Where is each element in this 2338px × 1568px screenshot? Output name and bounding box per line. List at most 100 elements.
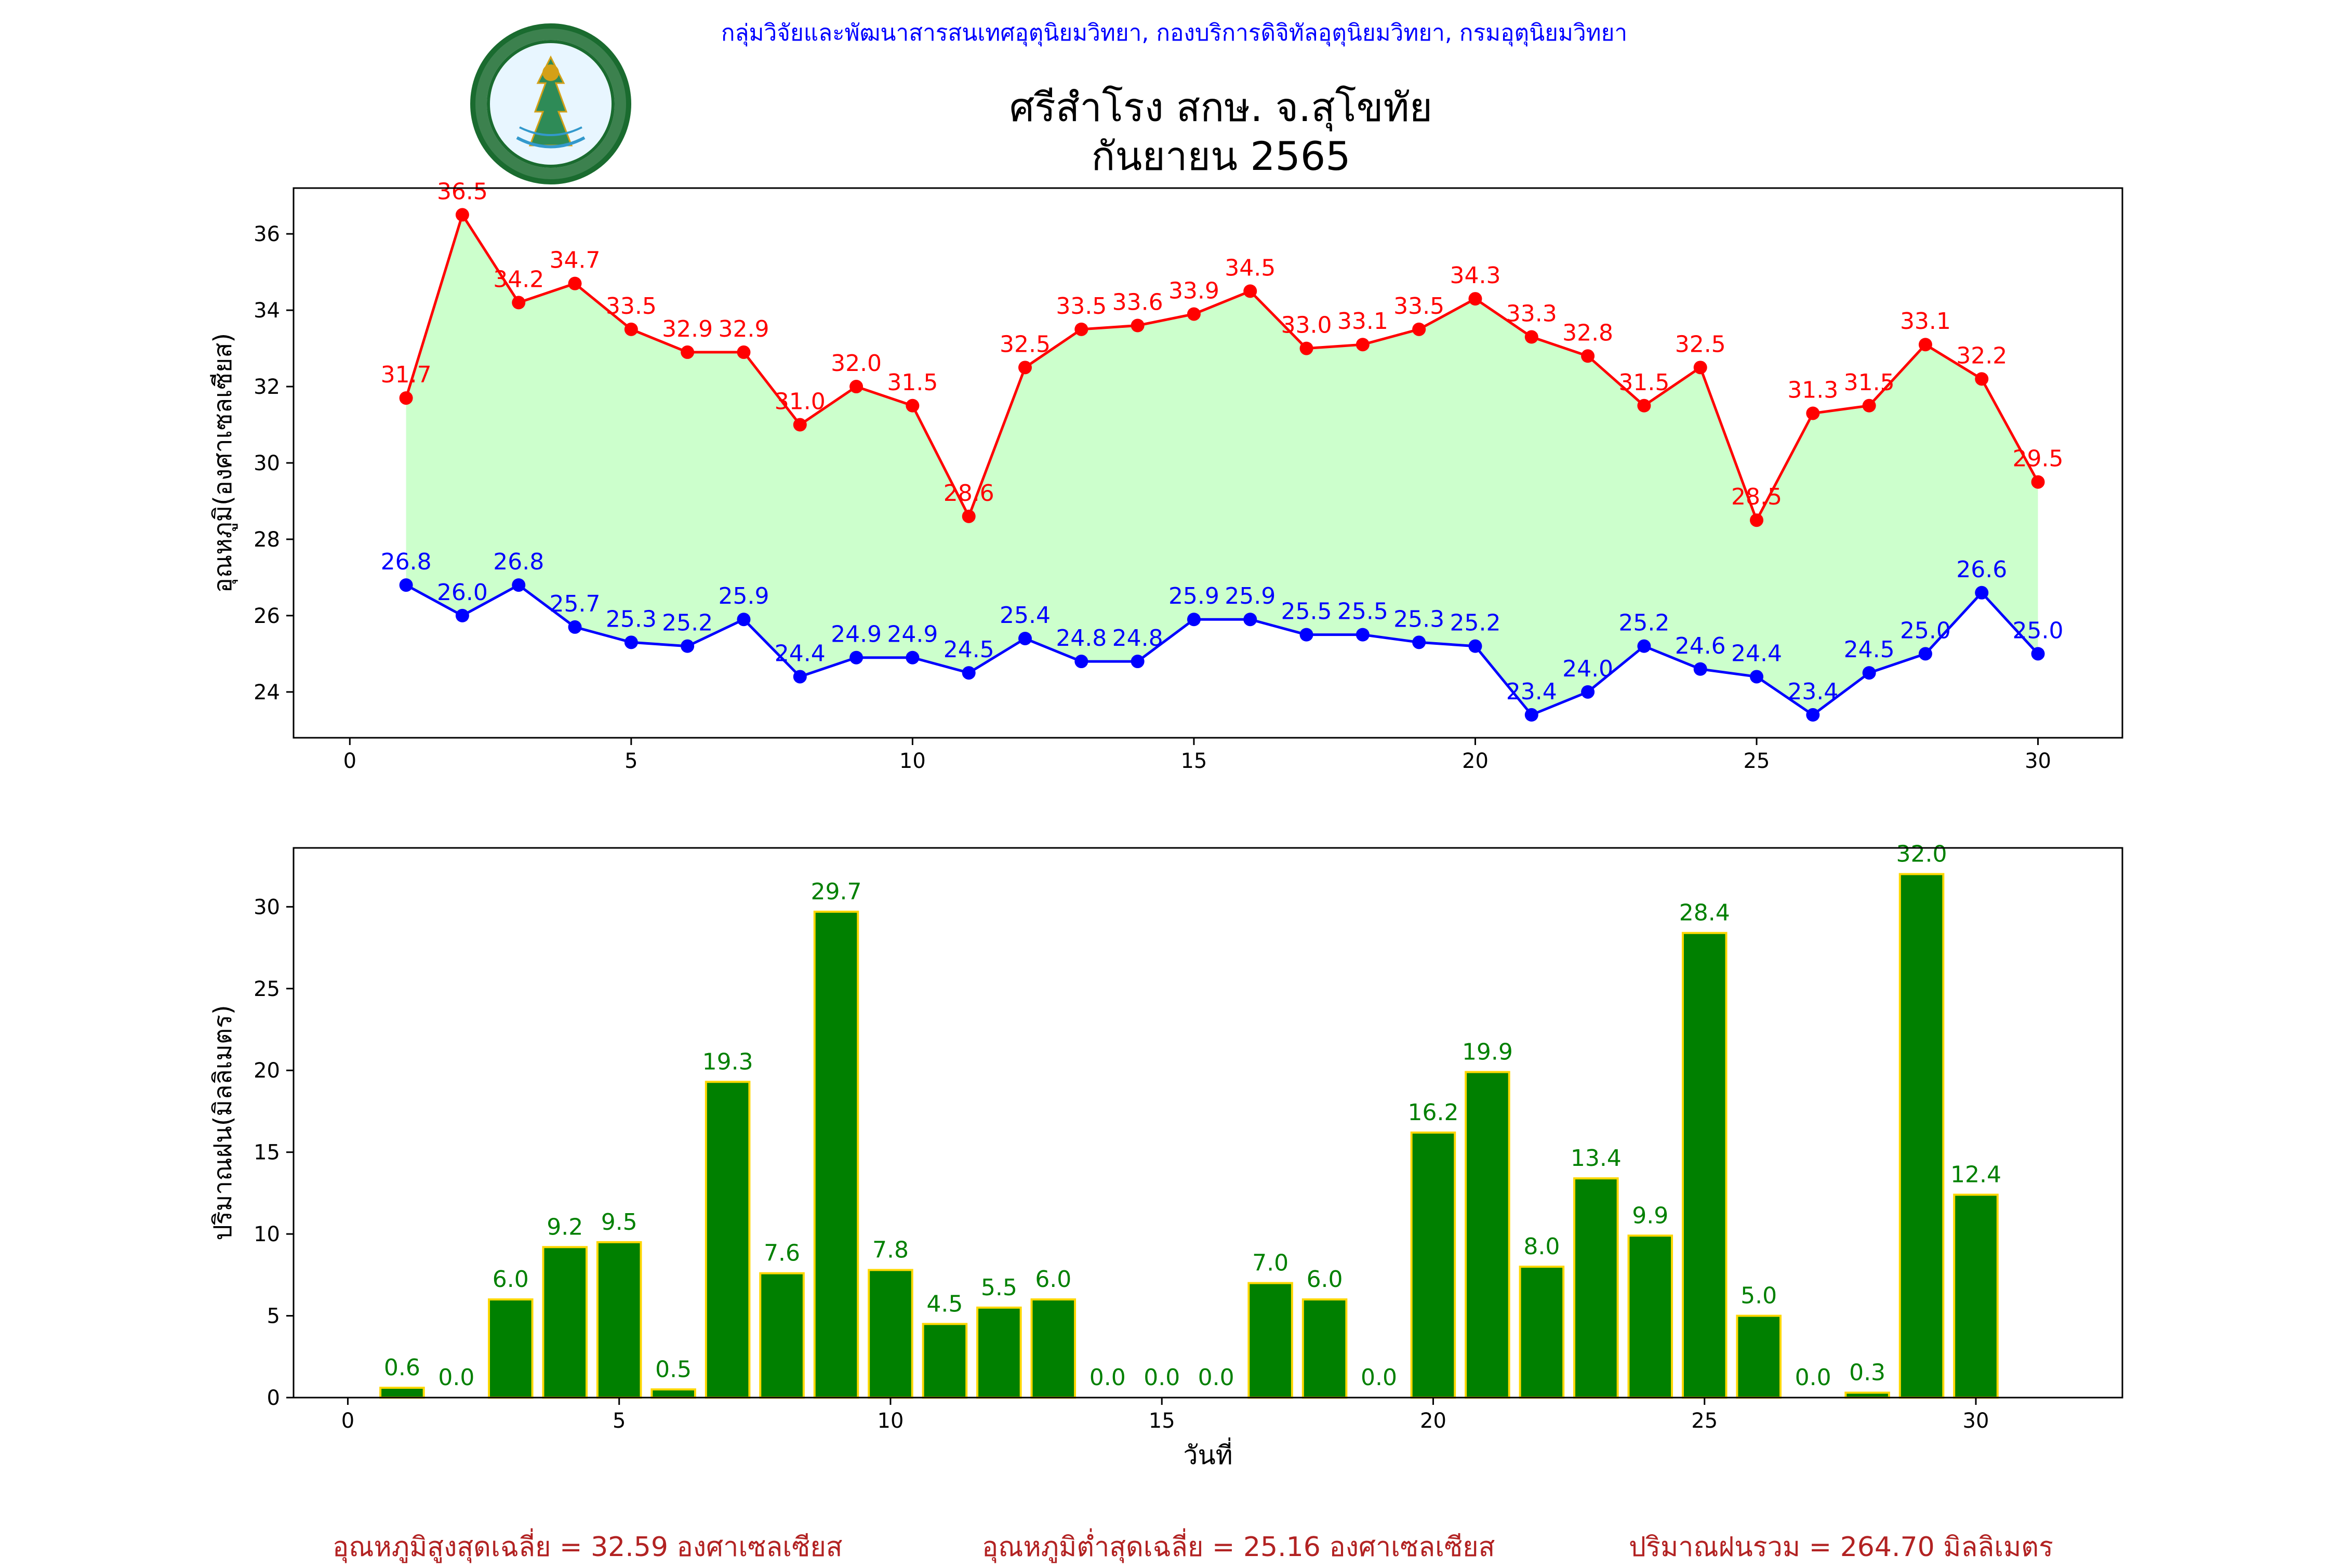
min-temperature-label: 25.9 [718,583,769,609]
min-temperature-point [1918,647,1932,661]
rainfall-chart: 0.6 0.0 6.0 9.2 9.5 0.5 19.3 7.6 29.7 7.8 4.5 5.5 6.… [208,841,2123,1470]
rainfall-bar [813,910,859,1399]
temperature-y-axis-label: อุณหภูมิ(องศาเซลเซียส) [208,333,238,593]
max-temperature-label: 34.2 [493,266,544,293]
rainfall-value-label: 0.0 [1090,1364,1126,1391]
rainfall-x-tick-label: 25 [1691,1409,1718,1433]
temperature-y-tick-label: 24 [254,681,280,705]
max-temperature-label: 33.1 [1900,308,1951,335]
max-temperature-point [1918,338,1932,352]
rainfall-value-label: 28.4 [1679,900,1730,926]
max-temperature-label: 32.8 [1562,320,1613,346]
rainfall-bar [1519,1266,1565,1399]
max-temperature-point [1581,349,1595,363]
min-temperature-point [1074,655,1088,669]
rainfall-value-label: 7.8 [872,1237,909,1263]
min-temperature-label: 24.8 [1112,625,1163,652]
rainfall-y-axis-label: ปริมาณฝน(มิลลิเมตร) [208,1005,237,1240]
rainfall-bar [1247,1282,1293,1399]
max-temperature-point [1637,398,1651,413]
header-organization: กลุ่มวิจัยและพัฒนาสารสนเทศอุตุนิยมวิทยา,… [721,20,1628,46]
max-temperature-label: 32.0 [831,350,882,377]
max-temperature-point [1356,338,1370,352]
rainfall-value-label: 29.7 [811,879,862,905]
max-temperature-label: 36.5 [437,178,488,205]
min-temperature-point [1018,631,1032,645]
min-temperature-label: 24.4 [1731,640,1782,667]
max-temperature-label: 31.3 [1787,377,1838,403]
min-temperature-label: 24.5 [1844,636,1895,663]
max-temperature-point [793,418,807,432]
temperature-y-tick-label: 32 [254,375,280,399]
min-temperature-label: 25.7 [550,591,601,617]
rainfall-value-label: 0.5 [655,1356,692,1383]
min-temperature-label: 24.9 [831,621,882,648]
rainfall-value-label: 9.5 [601,1209,637,1235]
min-temperature-point [1637,639,1651,653]
max-temperature-point [1693,361,1707,375]
rainfall-y-tick-label: 15 [254,1141,280,1165]
rainfall-x-tick-label: 30 [1963,1409,1989,1433]
max-temperature-point [1862,398,1876,413]
min-temperature-point [737,613,751,627]
min-temperature-point [793,670,807,684]
rainfall-value-label: 16.2 [1407,1099,1458,1126]
rainfall-bar [542,1246,588,1399]
max-temperature-point [1524,330,1538,344]
rainfall-value-label: 5.5 [981,1274,1017,1301]
rainfall-value-label: 0.6 [384,1354,420,1381]
max-temperature-label: 33.5 [1393,293,1444,320]
min-temperature-label: 24.0 [1562,656,1613,682]
max-temperature-point [906,398,920,413]
rainfall-bar [759,1272,805,1399]
min-temperature-label: 23.4 [1787,679,1838,705]
max-temperature-point [1187,307,1201,321]
rainfall-bar [1030,1298,1077,1399]
max-temperature-point [2031,475,2045,489]
max-temperature-point [624,322,638,336]
max-temperature-label: 28.5 [1731,484,1782,510]
rainfall-plot-frame [293,847,2123,1399]
rainfall-value-label: 0.0 [1144,1364,1180,1391]
min-temperature-label: 25.4 [1000,602,1051,629]
chart-subtitle: กันยายน 2565 [1091,133,1351,179]
rainfall-value-label: 0.0 [438,1364,474,1391]
temperature-y-tick-label: 30 [254,451,280,475]
rainfall-bar [379,1387,425,1399]
rainfall-bar [705,1081,751,1399]
meteorological-department-logo [470,23,631,184]
rainfall-bar [922,1323,968,1399]
min-temperature-label: 24.4 [775,640,826,667]
max-temperature-label: 33.5 [606,293,657,320]
rainfall-y-tick-label: 30 [254,895,280,919]
max-temperature-label: 32.2 [1956,342,2007,369]
max-temperature-point [1131,318,1145,333]
min-temperature-point [2031,647,2045,661]
rainfall-bar [596,1241,642,1399]
rainfall-value-label: 7.6 [764,1240,800,1267]
rainfall-value-label: 32.0 [1896,841,1947,867]
rainfall-bar [1681,932,1728,1399]
min-temperature-label: 25.2 [662,610,713,636]
rainfall-y-tick-label: 20 [254,1059,280,1083]
max-temperature-point [1806,406,1820,420]
min-temperature-label: 24.6 [1675,633,1726,659]
temperature-y-tick-label: 36 [254,222,280,246]
temperature-x-tick-label: 0 [343,749,356,773]
max-temperature-point [737,345,751,359]
rainfall-bar [1410,1131,1456,1399]
max-temperature-point [962,509,976,523]
rainfall-y-tick-label: 10 [254,1222,280,1246]
temperature-y-tick-label: 28 [254,528,280,552]
rainfall-bar [1898,873,1945,1399]
max-temperature-label: 32.9 [662,316,713,342]
max-temperature-point [512,296,526,310]
rainfall-y-tick-label: 0 [267,1386,280,1410]
min-temperature-label: 24.8 [1056,625,1107,652]
rainfall-bar [1736,1314,1782,1399]
min-temperature-label: 25.5 [1337,599,1388,625]
min-temperature-point [1468,639,1482,653]
min-temperature-point [624,635,638,649]
min-temperature-label: 24.5 [944,636,994,663]
max-temperature-label: 32.9 [718,316,769,342]
